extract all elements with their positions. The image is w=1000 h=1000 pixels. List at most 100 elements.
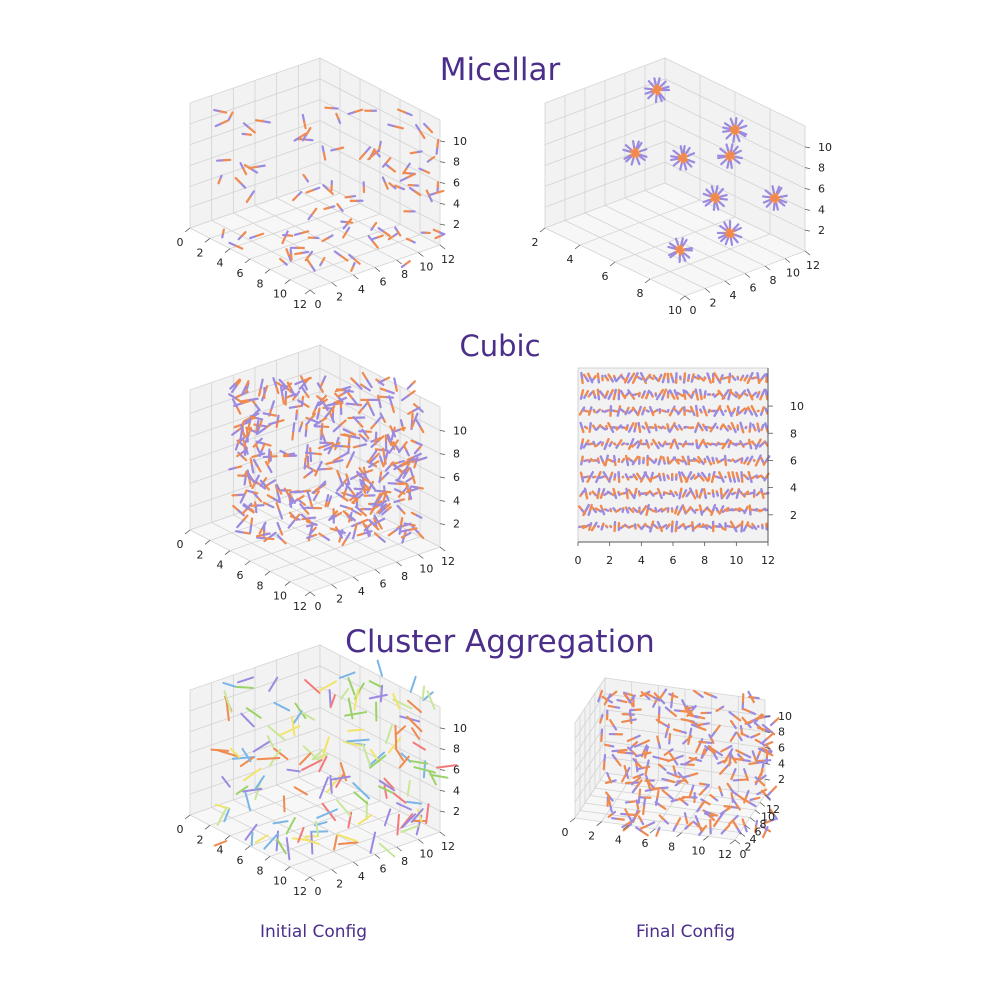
molecule-tail — [393, 377, 397, 386]
molecule-tail — [385, 434, 391, 442]
molecule-tail — [713, 372, 719, 380]
y-tick — [309, 876, 316, 882]
molecule-tail — [687, 471, 693, 479]
molecule-tail — [658, 442, 663, 447]
molecule-head — [406, 455, 416, 461]
molecule-tail — [650, 459, 656, 465]
molecule-tail — [373, 514, 380, 524]
y-tick-label: 8 — [401, 268, 408, 281]
molecule-tail — [761, 459, 765, 465]
molecule-tail — [306, 258, 313, 267]
molecule-tail — [250, 464, 255, 474]
molecule-tail — [353, 698, 358, 711]
molecule-tail — [686, 161, 693, 168]
molecule-tail — [676, 458, 682, 462]
molecule-tail — [631, 750, 638, 757]
y-tick — [759, 802, 766, 807]
x-tick — [184, 529, 191, 535]
molecule-tail — [742, 473, 748, 479]
molecule-tail — [310, 521, 318, 526]
molecule-tail — [229, 111, 234, 118]
molecule-tail — [730, 143, 734, 152]
x-tick-label: 4 — [217, 559, 224, 572]
molecule-head — [269, 740, 275, 749]
molecule-tail — [234, 244, 244, 250]
molecule-head — [299, 826, 305, 836]
molecule-tail — [607, 813, 613, 818]
molecule-tail — [331, 694, 336, 703]
z-tick — [439, 748, 446, 751]
molecule-tail — [599, 455, 604, 462]
molecule-head — [245, 707, 255, 714]
molecule-tail — [722, 129, 731, 133]
molecule-tail — [346, 218, 353, 225]
molecule-tail — [726, 782, 732, 789]
molecule-tail — [644, 87, 653, 91]
molecule-tail — [724, 389, 730, 396]
molecule-tail — [734, 507, 740, 512]
molecule-tail — [684, 816, 689, 825]
molecule-tail — [734, 116, 738, 126]
molecule-tail — [719, 376, 723, 382]
molecule-tail — [728, 757, 732, 767]
z-tick-label: 10 — [778, 710, 792, 723]
molecule-tail — [385, 449, 389, 459]
molecule-tail — [254, 837, 263, 844]
molecule-head — [611, 749, 621, 753]
molecule-tail — [235, 530, 245, 534]
molecule-tail — [369, 760, 379, 769]
y-tick-label: 4 — [358, 870, 365, 883]
x-tick-label: 12 — [293, 600, 307, 613]
molecule-tail — [358, 152, 367, 161]
molecule-tail — [429, 155, 436, 161]
molecule-tail — [578, 409, 584, 416]
molecule-head — [763, 728, 773, 733]
molecule-tail — [390, 432, 395, 441]
molecule-head — [239, 181, 247, 189]
molecule-tail — [642, 390, 647, 396]
molecule-head — [309, 412, 317, 421]
molecule-tail — [244, 418, 252, 423]
z-tick-label: 6 — [778, 742, 785, 755]
molecule-tail — [244, 831, 253, 841]
grid-line — [189, 461, 441, 525]
molecule-tail — [711, 422, 717, 429]
molecule-tail — [620, 699, 628, 704]
molecule-tail — [286, 768, 295, 772]
molecule-tail — [346, 493, 355, 498]
molecule-head — [275, 731, 286, 741]
molecule-tail — [662, 523, 668, 528]
x-tick-label: 8 — [701, 554, 708, 567]
molecule-tail — [223, 813, 228, 823]
molecule-tail — [335, 779, 342, 788]
molecule-tail — [699, 800, 706, 808]
molecule-head — [425, 812, 429, 825]
molecule-tail — [672, 773, 681, 779]
molecule-tail — [625, 391, 630, 396]
molecule-head — [603, 753, 607, 764]
molecule-tail — [241, 747, 248, 757]
molecule-head — [247, 421, 251, 431]
grid-line — [189, 367, 441, 431]
molecule-tail — [743, 508, 748, 515]
molecule-tail — [616, 508, 621, 513]
molecule-tail — [318, 786, 325, 799]
molecule-tail — [734, 149, 742, 155]
molecule-tail — [292, 422, 296, 433]
caption-initial-config: Initial Config — [260, 922, 367, 942]
molecule-head — [688, 727, 693, 738]
molecule-tail — [727, 471, 731, 479]
molecule-tail — [717, 234, 726, 239]
z-tick-label: 8 — [453, 743, 460, 756]
molecule-tail — [695, 459, 701, 464]
molecule-tail — [670, 492, 676, 498]
molecule-head — [409, 683, 415, 693]
molecule-tail — [379, 517, 386, 522]
molecule-tail — [623, 764, 628, 774]
molecule-tail — [415, 419, 422, 428]
molecule-tail — [305, 443, 309, 453]
molecule-tail — [378, 400, 382, 409]
molecule-tail — [287, 452, 296, 456]
molecule-tail — [656, 487, 662, 495]
molecule-tail — [400, 394, 410, 402]
